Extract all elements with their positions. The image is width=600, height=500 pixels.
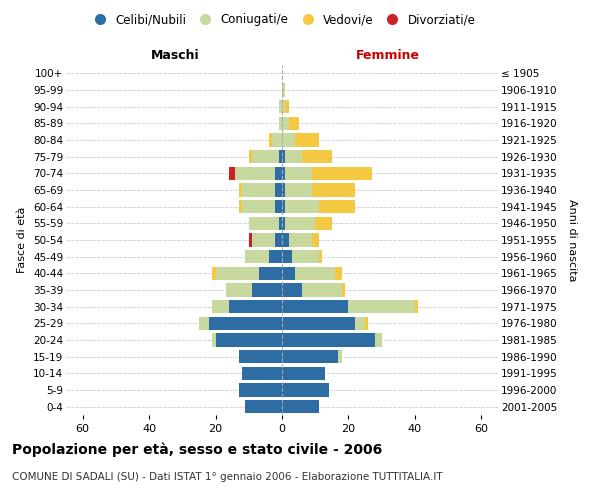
Bar bbox=[278, 116, 282, 130]
Bar bbox=[289, 234, 312, 246]
Text: Femmine: Femmine bbox=[356, 48, 421, 62]
Bar bbox=[259, 266, 282, 280]
Bar bbox=[278, 100, 282, 114]
Bar bbox=[252, 234, 275, 246]
Bar bbox=[319, 200, 355, 213]
Bar bbox=[282, 350, 338, 364]
Bar bbox=[312, 234, 319, 246]
Text: Popolazione per età, sesso e stato civile - 2006: Popolazione per età, sesso e stato civil… bbox=[12, 442, 382, 457]
Bar bbox=[282, 366, 325, 380]
Bar bbox=[282, 216, 286, 230]
Y-axis label: Anni di nascita: Anni di nascita bbox=[567, 198, 577, 281]
Bar bbox=[286, 100, 289, 114]
Bar bbox=[215, 266, 259, 280]
Bar bbox=[286, 166, 312, 180]
Bar bbox=[269, 250, 282, 264]
Bar bbox=[282, 316, 355, 330]
Bar bbox=[275, 234, 282, 246]
Bar bbox=[226, 284, 252, 296]
Bar bbox=[229, 166, 235, 180]
Bar bbox=[269, 134, 272, 146]
Bar bbox=[249, 150, 252, 164]
Bar bbox=[282, 166, 286, 180]
Bar bbox=[199, 316, 209, 330]
Bar bbox=[312, 166, 372, 180]
Bar bbox=[355, 316, 365, 330]
Bar bbox=[275, 166, 282, 180]
Bar bbox=[278, 216, 282, 230]
Bar bbox=[235, 166, 275, 180]
Bar bbox=[275, 184, 282, 196]
Bar bbox=[315, 216, 332, 230]
Bar bbox=[286, 150, 302, 164]
Bar bbox=[249, 216, 278, 230]
Bar bbox=[365, 316, 368, 330]
Bar bbox=[249, 234, 252, 246]
Bar bbox=[282, 266, 295, 280]
Bar bbox=[335, 266, 342, 280]
Bar bbox=[245, 250, 269, 264]
Legend: Celibi/Nubili, Coniugati/e, Vedovi/e, Divorziati/e: Celibi/Nubili, Coniugati/e, Vedovi/e, Di… bbox=[83, 8, 481, 31]
Bar bbox=[212, 334, 215, 346]
Bar bbox=[239, 184, 242, 196]
Bar bbox=[338, 350, 342, 364]
Bar bbox=[312, 184, 355, 196]
Bar bbox=[242, 366, 282, 380]
Bar bbox=[289, 116, 299, 130]
Bar bbox=[282, 100, 286, 114]
Bar bbox=[252, 150, 278, 164]
Bar bbox=[342, 284, 345, 296]
Bar bbox=[275, 200, 282, 213]
Bar bbox=[286, 216, 315, 230]
Text: Maschi: Maschi bbox=[151, 48, 200, 62]
Bar bbox=[282, 384, 329, 396]
Text: COMUNE DI SADALI (SU) - Dati ISTAT 1° gennaio 2006 - Elaborazione TUTTITALIA.IT: COMUNE DI SADALI (SU) - Dati ISTAT 1° ge… bbox=[12, 472, 443, 482]
Bar bbox=[286, 200, 319, 213]
Bar bbox=[319, 250, 322, 264]
Bar bbox=[292, 250, 319, 264]
Bar bbox=[282, 200, 286, 213]
Y-axis label: Fasce di età: Fasce di età bbox=[17, 207, 28, 273]
Bar bbox=[212, 300, 229, 314]
Bar bbox=[272, 134, 282, 146]
Bar bbox=[282, 116, 289, 130]
Bar bbox=[282, 250, 292, 264]
Bar bbox=[215, 334, 282, 346]
Bar bbox=[282, 334, 375, 346]
Bar bbox=[245, 400, 282, 413]
Bar bbox=[229, 300, 282, 314]
Bar bbox=[282, 184, 286, 196]
Bar bbox=[239, 350, 282, 364]
Bar bbox=[302, 150, 332, 164]
Bar bbox=[295, 134, 319, 146]
Bar bbox=[349, 300, 415, 314]
Bar bbox=[252, 284, 282, 296]
Bar bbox=[209, 316, 282, 330]
Bar bbox=[282, 234, 289, 246]
Bar bbox=[282, 400, 319, 413]
Bar bbox=[282, 84, 286, 96]
Bar bbox=[375, 334, 382, 346]
Bar bbox=[282, 284, 302, 296]
Bar bbox=[295, 266, 335, 280]
Bar bbox=[239, 200, 242, 213]
Bar bbox=[242, 184, 275, 196]
Bar bbox=[282, 300, 349, 314]
Bar bbox=[286, 184, 312, 196]
Bar bbox=[278, 150, 282, 164]
Bar bbox=[282, 150, 286, 164]
Bar bbox=[212, 266, 215, 280]
Bar bbox=[282, 134, 295, 146]
Bar bbox=[239, 384, 282, 396]
Bar bbox=[302, 284, 342, 296]
Bar bbox=[415, 300, 418, 314]
Bar bbox=[242, 200, 275, 213]
